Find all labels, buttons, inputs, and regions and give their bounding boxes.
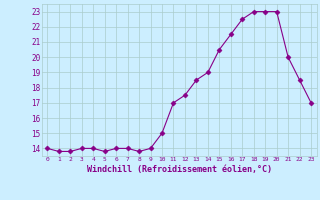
X-axis label: Windchill (Refroidissement éolien,°C): Windchill (Refroidissement éolien,°C) <box>87 165 272 174</box>
